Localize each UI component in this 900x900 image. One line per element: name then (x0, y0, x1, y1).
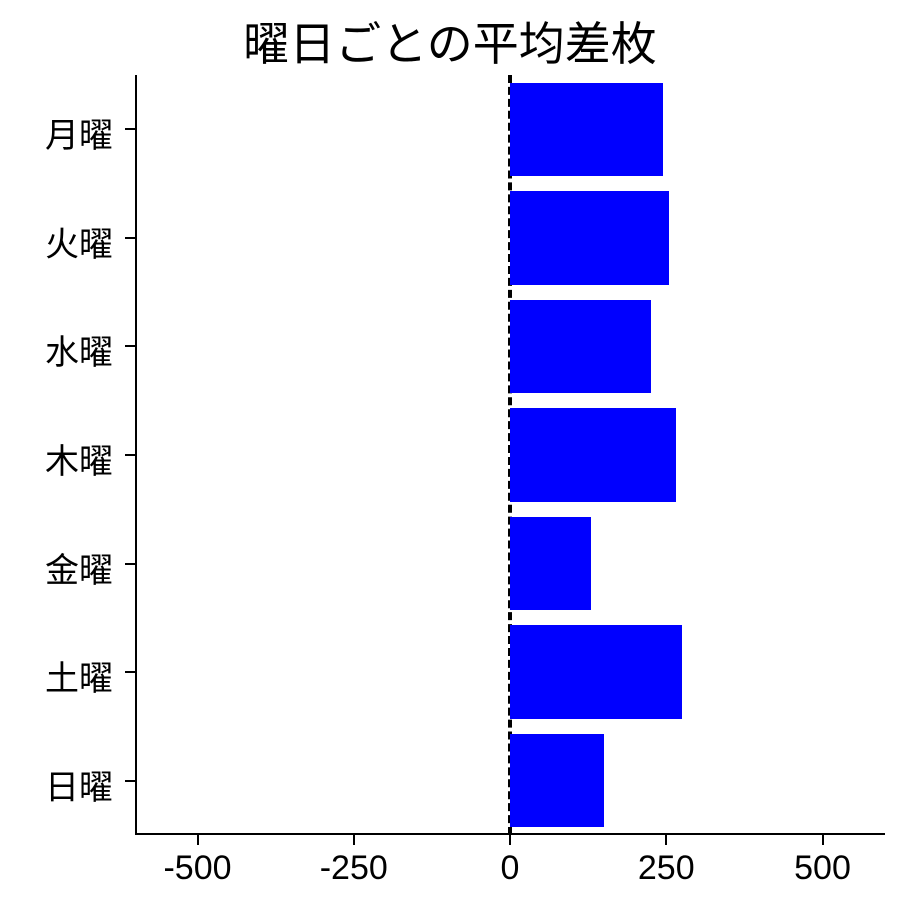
x-tick-mark (353, 835, 355, 845)
y-tick-label: 火曜 (0, 217, 113, 266)
x-tick-label: -250 (284, 849, 424, 888)
y-tick-label: 月曜 (0, 108, 113, 157)
y-tick-mark (125, 454, 135, 456)
y-tick-mark (125, 345, 135, 347)
bar (510, 83, 663, 176)
y-tick-label: 日曜 (0, 760, 113, 809)
y-tick-label: 木曜 (0, 434, 113, 483)
x-tick-mark (509, 835, 511, 845)
bar (510, 191, 669, 284)
x-tick-mark (665, 835, 667, 845)
x-tick-label: 500 (753, 849, 893, 888)
chart-title: 曜日ごとの平均差枚 (0, 8, 900, 74)
bar (510, 408, 676, 501)
x-tick-label: 250 (596, 849, 736, 888)
x-tick-label: 0 (440, 849, 580, 888)
bar (510, 625, 682, 718)
y-tick-mark (125, 671, 135, 673)
y-tick-mark (125, 128, 135, 130)
y-tick-mark (125, 780, 135, 782)
y-tick-label: 土曜 (0, 651, 113, 700)
y-tick-label: 水曜 (0, 325, 113, 374)
chart-container: 曜日ごとの平均差枚 月曜火曜水曜木曜金曜土曜日曜 -500 -250 0 250 500 (0, 0, 900, 900)
bar (510, 300, 651, 393)
x-tick-mark (822, 835, 824, 845)
y-tick-label: 金曜 (0, 543, 113, 592)
bar (510, 734, 604, 827)
y-tick-mark (125, 237, 135, 239)
x-tick-label: -500 (128, 849, 268, 888)
x-tick-mark (197, 835, 199, 845)
bar (510, 517, 591, 610)
y-tick-mark (125, 563, 135, 565)
